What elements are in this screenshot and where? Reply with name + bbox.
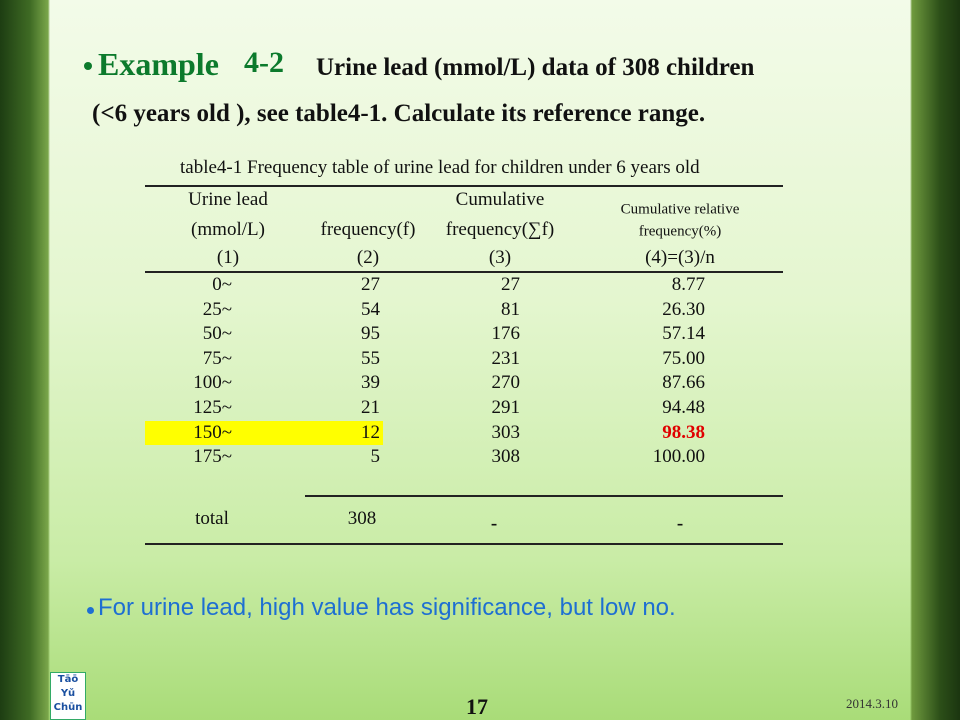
column-index: (3) [488, 247, 512, 268]
table-cell: 175~ [193, 446, 232, 468]
table-cell: 57.14 [662, 323, 705, 345]
column-index: (2) [356, 247, 380, 268]
total-cell: 308 [347, 508, 377, 529]
table-cell: 270 [491, 372, 521, 394]
table-cell: 75~ [202, 347, 232, 369]
column-index: (4)=(3)/n [645, 247, 715, 268]
table-rule [145, 185, 783, 187]
table-cell: 54 [361, 298, 380, 320]
table-cell: 231 [491, 347, 521, 369]
table-cell: 150~ [193, 421, 232, 443]
row-highlight [145, 420, 383, 445]
table-cell: 94.48 [662, 397, 705, 418]
table-cell: 5 [370, 446, 381, 468]
table-cell: 39 [361, 372, 380, 394]
table-cell: 25~ [202, 298, 232, 320]
table-rule [145, 543, 783, 545]
table-cell: 95 [361, 323, 380, 345]
table-cell: 27 [501, 274, 520, 295]
table-cell: 100~ [193, 372, 232, 394]
table-cell: 291 [491, 397, 521, 418]
example-number: 4-2 [244, 46, 284, 79]
table-cell: 100.00 [652, 446, 705, 468]
logo-line: Tāō [57, 674, 79, 685]
table-cell: 81 [501, 298, 520, 320]
date: 2014.3.10 [846, 696, 898, 711]
column-header: frequency(%) [638, 223, 722, 240]
logo-line: Chūn [53, 702, 83, 713]
column-header: Cumulative [455, 189, 545, 210]
table-caption: table4-1 Frequency table of urine lead f… [180, 157, 700, 178]
table-cell: 308 [491, 446, 521, 468]
column-header: frequency(∑f) [445, 219, 555, 240]
table-cell: 125~ [193, 397, 232, 418]
table-rule [145, 271, 783, 273]
column-header: (mmol/L) [191, 219, 265, 240]
table-cell: 87.66 [662, 372, 705, 394]
total-cell: - [490, 513, 498, 534]
column-index: (1) [216, 247, 240, 268]
title-line-2: (<6 years old ), see table4-1. Calculate… [92, 100, 706, 127]
table-cell: 12 [361, 421, 380, 443]
logo-line: Yǔ [60, 688, 76, 699]
table-cell: 27 [361, 274, 380, 295]
table-cell: 75.00 [662, 347, 705, 369]
table-cell: 50~ [202, 323, 232, 345]
column-header: Cumulative relative [620, 201, 740, 218]
table-cell: 26.30 [662, 298, 705, 320]
bullet [87, 607, 94, 614]
table-cell: 98.38 [662, 421, 705, 443]
note: For urine lead, high value has significa… [98, 594, 676, 621]
table-cell: 55 [361, 347, 380, 369]
table-cell: 0~ [212, 274, 232, 295]
column-header: Urine lead [188, 189, 268, 210]
total-cell: - [676, 513, 684, 534]
table-cell: 21 [361, 397, 380, 418]
total-cell: total [195, 508, 229, 529]
example-label: Example [98, 46, 219, 82]
page-number: 17 [466, 694, 488, 719]
title-line-1: Urine lead (mmol/L) data of 308 children [316, 54, 755, 81]
table-rule [305, 495, 783, 497]
table-cell: 303 [491, 421, 521, 443]
logo: Tāō Yǔ Chūn [50, 672, 86, 720]
table-cell: 8.77 [671, 274, 705, 295]
bullet [84, 62, 92, 70]
column-header: frequency(f) [320, 219, 416, 240]
table-cell: 176 [491, 323, 521, 345]
